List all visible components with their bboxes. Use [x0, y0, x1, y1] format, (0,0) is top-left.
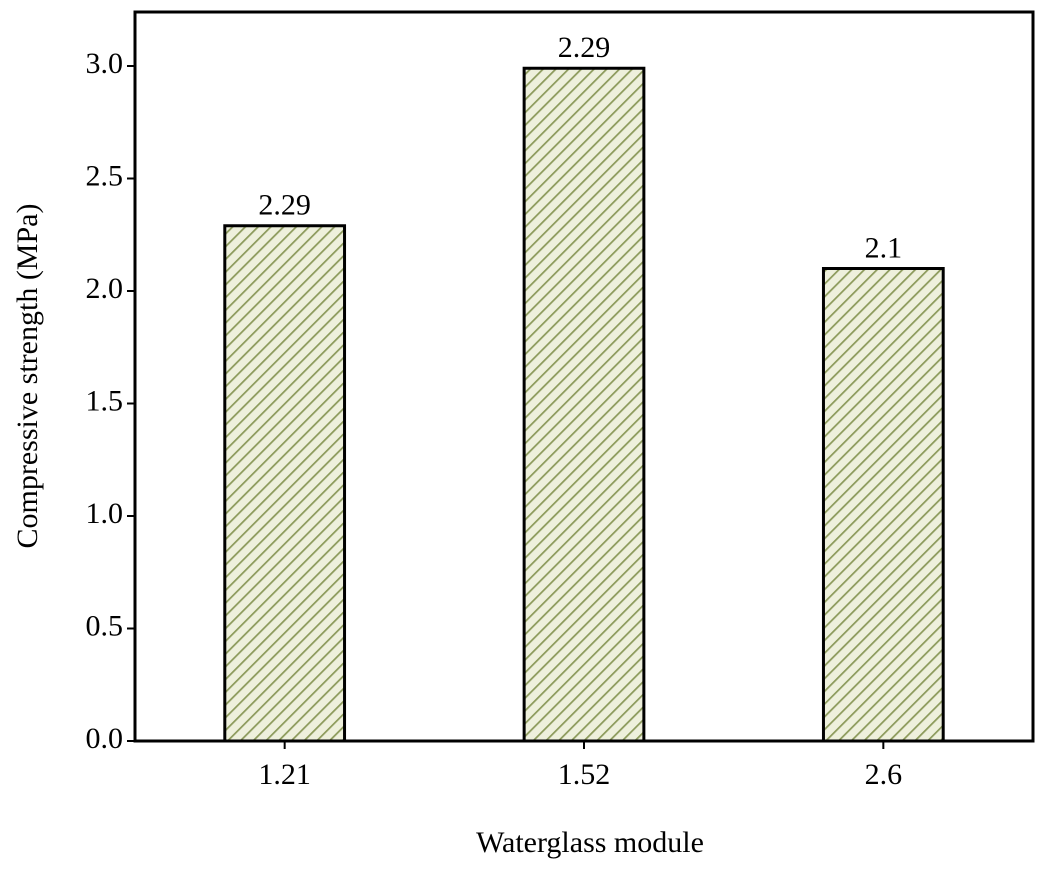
- x-axis-label: Waterglass module: [476, 826, 704, 859]
- x-tick-label: 1.52: [558, 758, 611, 791]
- y-tick-label: 0.0: [86, 722, 124, 755]
- y-tick-label: 3.0: [86, 47, 124, 80]
- bar: [522, 66, 646, 743]
- bar: [821, 267, 945, 743]
- x-tick-label: 1.21: [258, 758, 311, 791]
- data-label: 2.1: [865, 231, 903, 264]
- y-tick-label: 1.5: [86, 384, 124, 417]
- y-tick-label: 2.5: [86, 159, 124, 192]
- y-tick-label: 0.5: [86, 609, 124, 642]
- bar: [223, 224, 347, 743]
- plot-frame: [133, 10, 1035, 743]
- x-tick-label: 2.6: [865, 758, 903, 791]
- data-label: 2.29: [558, 31, 611, 64]
- y-tick-label: 2.0: [86, 272, 124, 305]
- y-tick-label: 1.0: [86, 497, 124, 530]
- y-axis-label: Compressive strength (MPa): [11, 204, 44, 549]
- data-label: 2.29: [258, 189, 311, 222]
